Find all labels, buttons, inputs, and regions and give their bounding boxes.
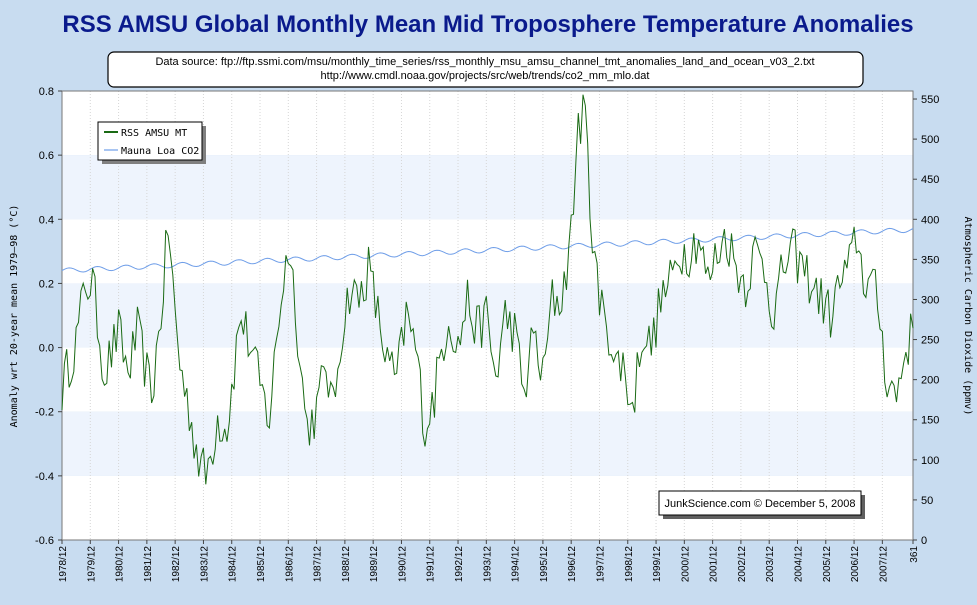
y-tick-label-right: 150 [921, 415, 939, 427]
x-tick-label: 1987/12 [313, 546, 324, 583]
x-tick-label: 1985/12 [256, 546, 267, 583]
x-tick-label: 1996/12 [567, 546, 578, 583]
chart-title: RSS AMSU Global Monthly Mean Mid Troposp… [62, 11, 913, 38]
x-tick-label: 1983/12 [199, 546, 210, 583]
x-tick-label: 1991/12 [426, 546, 437, 583]
y-tick-label-left: 0.6 [39, 150, 54, 162]
x-tick-label: 2002/12 [737, 546, 748, 583]
x-tick-label: 1978/12 [58, 546, 69, 583]
source-box: Data source: ftp://ftp.ssmi.com/msu/mont… [107, 51, 864, 88]
x-tick-label: 361 [909, 546, 920, 563]
x-tick-label: 2004/12 [793, 546, 804, 583]
y-tick-label-left: 0.0 [39, 343, 54, 355]
source-line-1: Data source: ftp://ftp.ssmi.com/msu/mont… [155, 56, 814, 68]
y-tick-label-left: -0.6 [35, 535, 54, 547]
x-tick-label: 1989/12 [369, 546, 380, 583]
y-tick-label-right: 50 [921, 495, 933, 507]
x-tick-label: 1982/12 [171, 546, 182, 583]
legend: RSS AMSU MT Mauna Loa CO2 [97, 121, 206, 164]
x-tick-label: 1986/12 [284, 546, 295, 583]
plot-band [62, 219, 913, 284]
y-axis-right-label: Atmospheric Carbon Dioxide (ppmv) [962, 217, 973, 416]
y-tick-label-right: 350 [921, 254, 939, 266]
x-tick-label: 2003/12 [765, 546, 776, 583]
credit-box: JunkScience.com © December 5, 2008 [658, 490, 865, 519]
y-tick-label-left: -0.2 [35, 407, 54, 419]
x-tick-label: 1999/12 [652, 546, 663, 583]
plot-band [62, 155, 913, 220]
y-tick-label-right: 400 [921, 214, 939, 226]
y-axis-left-label: Anomaly wrt 20-year mean 1979–98 (°C) [9, 205, 20, 428]
x-tick-label: 1988/12 [341, 546, 352, 583]
y-tick-label-right: 250 [921, 335, 939, 347]
y-tick-label-right: 550 [921, 94, 939, 106]
legend-label-rss-amsu-mt: RSS AMSU MT [121, 128, 187, 139]
x-tick-label: 1993/12 [482, 546, 493, 583]
x-tick-label: 1998/12 [624, 546, 635, 583]
y-tick-label-right: 0 [921, 535, 927, 547]
y-tick-label-right: 300 [921, 294, 939, 306]
credit-text: JunkScience.com © December 5, 2008 [665, 498, 856, 510]
x-tick-label: 2001/12 [709, 546, 720, 583]
series-line-mauna-loa-co2 [61, 227, 914, 273]
x-tick-label: 1984/12 [228, 546, 239, 583]
x-tick-label: 1981/12 [143, 546, 154, 583]
x-tick-label: 1980/12 [115, 546, 126, 583]
x-tick-label: 1995/12 [539, 546, 550, 583]
x-tick-label: 1990/12 [397, 546, 408, 583]
y-tick-label-left: 0.8 [39, 86, 54, 98]
y-tick-label-left: 0.4 [39, 214, 54, 226]
plot-band [62, 347, 913, 412]
x-tick-label: 2007/12 [878, 546, 889, 583]
x-tick-label: 1994/12 [511, 546, 522, 583]
source-line-2: http://www.cmdl.noaa.gov/projects/src/we… [321, 70, 650, 82]
y-axis-left: 0.8 0.6 0.4 0.2 0.0 -0.2 -0.4 -0.6 [35, 86, 62, 547]
x-tick-label: 1979/12 [86, 546, 97, 583]
y-tick-label-right: 100 [921, 455, 939, 467]
y-tick-label-left: 0.2 [39, 278, 54, 290]
y-tick-label-right: 500 [921, 134, 939, 146]
series-line-rss-amsu-mt [61, 94, 914, 485]
legend-label-mauna-loa-co2: Mauna Loa CO2 [121, 146, 199, 157]
x-tick-label: 2006/12 [850, 546, 861, 583]
y-tick-label-right: 200 [921, 375, 939, 387]
x-tick-label: 2005/12 [822, 546, 833, 583]
plot-frame [61, 90, 914, 541]
x-axis: 1978/12 1979/12 1980/12 1981/12 1982/12 1983/… [58, 540, 920, 582]
x-tick-label: 1997/12 [595, 546, 606, 583]
x-tick-label: 1992/12 [454, 546, 465, 583]
plot-band [62, 411, 913, 476]
y-tick-label-right: 450 [921, 174, 939, 186]
y-tick-label-left: -0.4 [35, 471, 54, 483]
x-tick-label: 2000/12 [680, 546, 691, 583]
